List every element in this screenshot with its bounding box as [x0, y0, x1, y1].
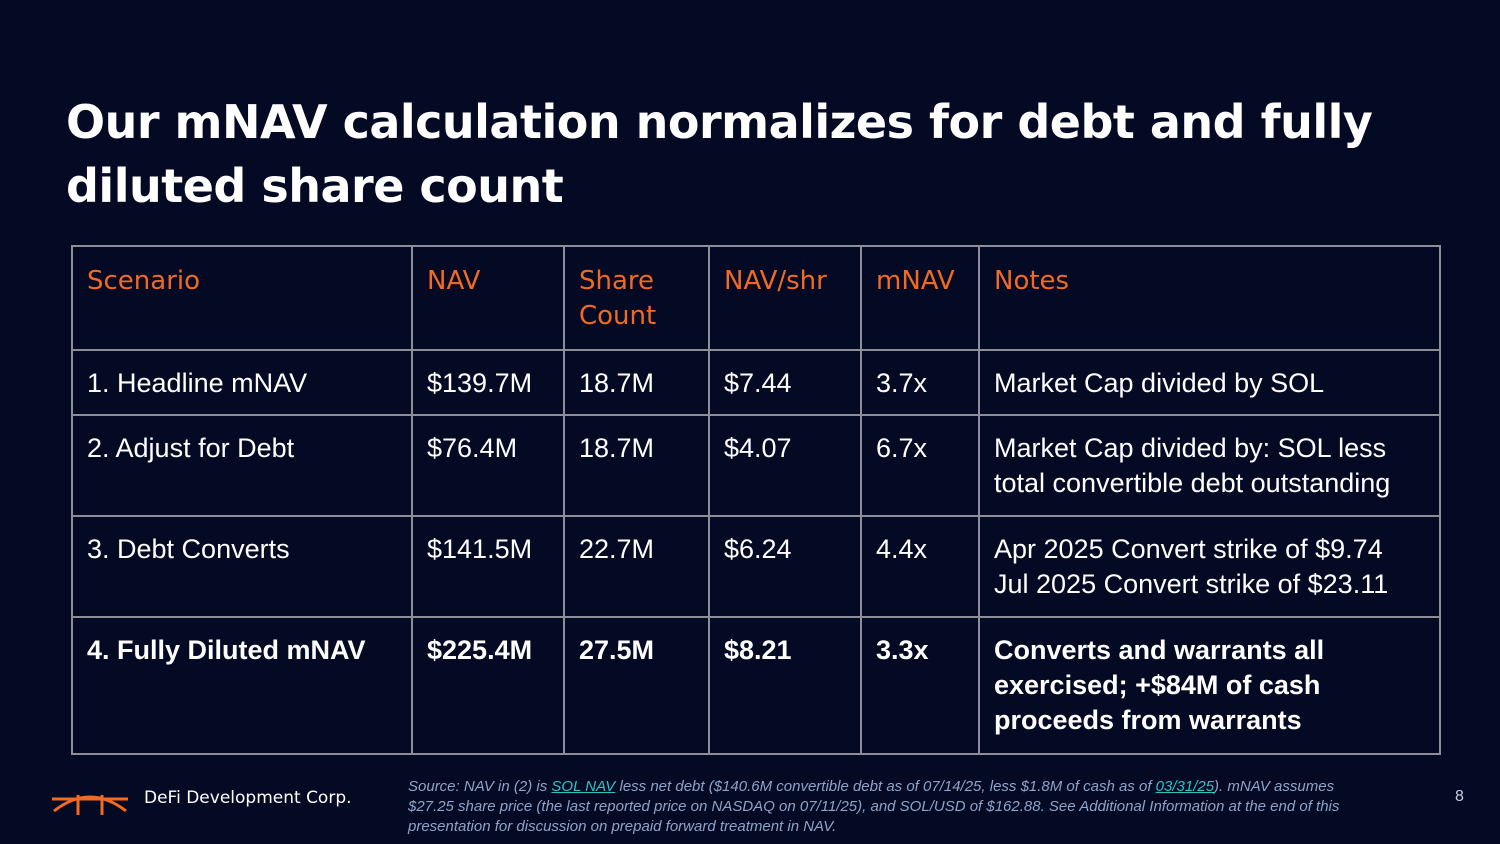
header-scenario: Scenario [71, 245, 413, 351]
cell-nav-per-share: $7.44 [708, 349, 862, 416]
source-text: less net debt ($140.6M convertible debt … [615, 778, 1156, 795]
cell-share-count: 27.5M [563, 616, 710, 755]
date-link[interactable]: 03/31/25 [1155, 778, 1215, 795]
cell-nav: $76.4M [411, 414, 565, 517]
cell-nav-per-share: $8.21 [708, 616, 862, 755]
table-row: 1. Headline mNAV $139.7M 18.7M $7.44 3.7… [71, 349, 1441, 416]
company-logo: DeFi Development Corp. [52, 783, 382, 817]
cell-notes: Market Cap divided by SOL [978, 349, 1441, 416]
cell-nav-per-share: $4.07 [708, 414, 862, 517]
mnav-table: Scenario NAV Share Count NAV/shr mNAV No… [71, 245, 1441, 755]
table-header-row: Scenario NAV Share Count NAV/shr mNAV No… [71, 245, 1441, 351]
source-text: ). mNAV assumes $27.25 share price (the … [408, 778, 1340, 835]
cell-nav-per-share: $6.24 [708, 515, 862, 618]
cell-nav: $141.5M [411, 515, 565, 618]
header-notes: Notes [978, 245, 1441, 351]
header-nav-per-share: NAV/shr [708, 245, 862, 351]
cell-share-count: 18.7M [563, 414, 710, 517]
sol-nav-link[interactable]: SOL NAV [551, 778, 616, 795]
cell-notes: Converts and warrants all exercised; +$8… [978, 616, 1441, 755]
header-share-count: Share Count [563, 245, 710, 351]
page-number: 8 [1455, 788, 1464, 805]
cell-share-count: 18.7M [563, 349, 710, 416]
cell-nav: $225.4M [411, 616, 565, 755]
notes-line: Jul 2025 Convert strike of $23.11 [994, 569, 1389, 599]
notes-line: Apr 2025 Convert strike of $9.74 [994, 534, 1383, 564]
table-row: 4. Fully Diluted mNAV $225.4M 27.5M $8.2… [71, 616, 1441, 755]
cell-notes: Market Cap divided by: SOL less total co… [978, 414, 1441, 517]
cell-scenario: 3. Debt Converts [71, 515, 413, 618]
header-nav: NAV [411, 245, 565, 351]
source-note: Source: NAV in (2) is SOL NAV less net d… [408, 777, 1368, 837]
cell-notes: Apr 2025 Convert strike of $9.74 Jul 202… [978, 515, 1441, 618]
bridge-logo-icon [52, 795, 128, 815]
cell-share-count: 22.7M [563, 515, 710, 618]
cell-nav: $139.7M [411, 349, 565, 416]
cell-mnav: 3.3x [860, 616, 980, 755]
source-text: Source: NAV in (2) is [408, 778, 552, 795]
header-mnav: mNAV [860, 245, 980, 351]
cell-mnav: 6.7x [860, 414, 980, 517]
slide-title: Our mNAV calculation normalizes for debt… [66, 95, 1373, 213]
cell-scenario: 1. Headline mNAV [71, 349, 413, 416]
cell-scenario: 4. Fully Diluted mNAV [71, 616, 413, 755]
cell-mnav: 3.7x [860, 349, 980, 416]
table-row: 2. Adjust for Debt $76.4M 18.7M $4.07 6.… [71, 414, 1441, 517]
company-name: DeFi Development Corp. [144, 788, 352, 808]
cell-mnav: 4.4x [860, 515, 980, 618]
cell-scenario: 2. Adjust for Debt [71, 414, 413, 517]
table-row: 3. Debt Converts $141.5M 22.7M $6.24 4.4… [71, 515, 1441, 618]
